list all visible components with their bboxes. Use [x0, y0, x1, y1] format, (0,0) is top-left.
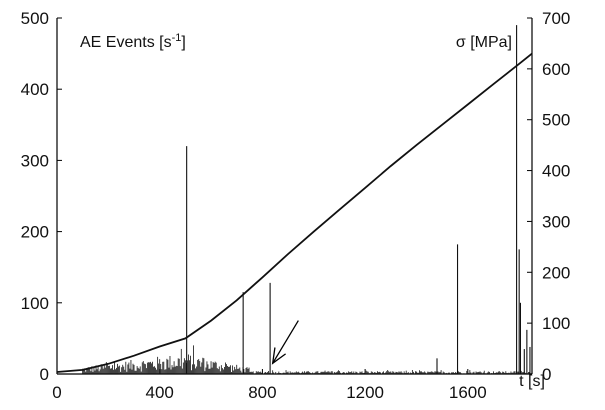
right-tick-label: 100 — [542, 314, 570, 333]
right-tick-label: 0 — [542, 365, 551, 384]
left-tick-label: 200 — [21, 223, 49, 242]
x-tick-label: 1600 — [449, 383, 487, 402]
x-tick-label: 1200 — [346, 383, 384, 402]
left-tick-label: 0 — [40, 365, 49, 384]
right-tick-label: 300 — [542, 212, 570, 231]
left-tick-label: 100 — [21, 294, 49, 313]
annotation-arrow — [271, 320, 299, 365]
right-tick-label: 200 — [542, 263, 570, 282]
right-tick-label: 500 — [542, 111, 570, 130]
x-tick-label: 800 — [248, 383, 276, 402]
x-axis-label: t [s] — [519, 373, 545, 390]
right-axis-label: σ [MPa] — [456, 34, 512, 51]
tick-labels: 0 100 200 300 400 500 0 100 200 300 400 500 600 700 0 4… — [21, 9, 571, 402]
left-tick-label: 400 — [21, 80, 49, 99]
left-tick-label: 300 — [21, 151, 49, 170]
axes — [56, 17, 533, 375]
right-tick-label: 600 — [542, 60, 570, 79]
right-tick-label: 700 — [542, 9, 570, 28]
x-tick-label: 400 — [146, 383, 174, 402]
x-tick-label: 0 — [52, 383, 61, 402]
arrow-head — [271, 347, 286, 365]
left-tick-label: 500 — [21, 9, 49, 28]
left-axis-label: AE Events [s-1] — [80, 32, 186, 51]
arrow-shaft — [272, 320, 299, 364]
right-tick-label: 400 — [542, 162, 570, 181]
stress-curve — [56, 52, 533, 373]
ae-spikes — [186, 25, 531, 374]
